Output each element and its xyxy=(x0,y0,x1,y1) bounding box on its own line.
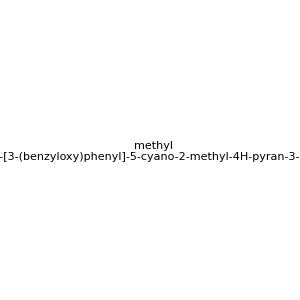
Text: methyl 6-amino-4-[3-(benzyloxy)phenyl]-5-cyano-2-methyl-4H-pyran-3-carboxylate: methyl 6-amino-4-[3-(benzyloxy)phenyl]-5… xyxy=(0,141,300,162)
